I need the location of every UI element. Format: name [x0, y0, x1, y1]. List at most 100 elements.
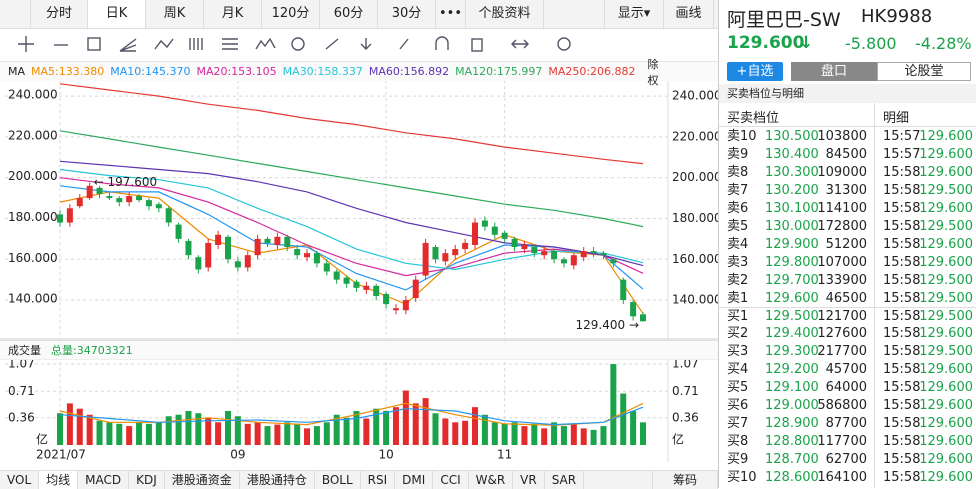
trade-time: 15:58 — [883, 272, 921, 288]
volume-bar — [274, 424, 281, 445]
candle-body — [145, 200, 152, 207]
wave-icon[interactable] — [154, 38, 174, 50]
candle-body — [392, 308, 399, 311]
indicator-tab[interactable]: CCI — [433, 471, 469, 489]
volume-bar — [560, 426, 567, 445]
level-volume: 84500 — [825, 146, 867, 162]
indicator-tab[interactable]: SAR — [545, 471, 585, 489]
period-tab[interactable]: 120分 — [262, 0, 320, 28]
volume-unit: 亿 — [36, 432, 48, 447]
x-tick-label: 11 — [497, 448, 512, 462]
trade-time: 15:58 — [883, 434, 921, 450]
candle-body — [185, 240, 192, 256]
indicator-tab[interactable]: 港股通资金 — [165, 471, 240, 489]
period-tab[interactable]: 月K — [204, 0, 262, 28]
magnet-icon[interactable] — [435, 36, 449, 50]
indicator-tab[interactable]: BOLL — [315, 471, 361, 489]
period-tab[interactable]: ••• — [436, 0, 466, 28]
legend-entry: MA60:156.892 — [368, 65, 450, 78]
ma-legend: MA MA5:133.380 MA10:145.370 MA20:153.105 MA… — [0, 58, 718, 87]
fan-icon[interactable] — [119, 38, 137, 52]
orderbook-tab[interactable]: 盘口 — [791, 62, 877, 81]
y-tick-label: 180.000 — [8, 210, 58, 224]
measure-icon[interactable] — [325, 38, 339, 50]
candle-body — [353, 281, 360, 288]
volume-total: 总量:34703321 — [51, 344, 133, 357]
candle-body — [442, 253, 449, 262]
candle-body — [155, 204, 162, 209]
volume-bar — [620, 393, 627, 445]
volume-bar — [165, 416, 172, 445]
stock-name: 阿里巴巴-SW — [727, 9, 841, 31]
indicator-tab[interactable]: 港股通持仓 — [240, 471, 315, 489]
y-tick-label: 160.000 — [672, 252, 718, 266]
trade-time: 15:58 — [883, 164, 921, 180]
volume-bar — [580, 428, 587, 445]
indicator-tab[interactable]: DMI — [395, 471, 434, 489]
watch-button[interactable]: +自选 — [727, 62, 783, 81]
order-row: 买1 129.500 121700 15:58 129.500 — [719, 308, 976, 326]
indicator-tab[interactable]: KDJ — [129, 471, 165, 489]
indicator-tab[interactable]: W&R — [469, 471, 514, 489]
indicator-tab[interactable]: RSI — [361, 471, 396, 489]
period-tab[interactable]: 画线 — [664, 0, 714, 28]
trade-time: 15:58 — [883, 416, 921, 432]
volume-bar — [205, 418, 212, 445]
trade-time: 15:57 — [883, 146, 921, 162]
level-price: 130.500 — [765, 129, 819, 144]
volume-bar — [343, 417, 350, 445]
order-row: 卖7 130.200 31300 15:58 129.500 — [719, 182, 976, 200]
pen-icon[interactable] — [399, 38, 409, 50]
trade-price: 129.600 — [919, 146, 973, 162]
period-tab[interactable]: 分时 — [30, 0, 88, 28]
volume-bar — [195, 413, 202, 445]
indicator-tabs[interactable]: VOL 均线 MACD KDJ 港股通资金 港股通持仓 BOLL RSI DMI CCI W&R VR… — [0, 470, 718, 489]
cycle-icon[interactable] — [291, 37, 305, 51]
indicator-tab[interactable]: VR — [513, 471, 545, 489]
period-tab[interactable]: 30分 — [378, 0, 436, 28]
fib-icon[interactable] — [222, 38, 238, 50]
volume-bar — [224, 410, 231, 445]
rect-icon[interactable] — [87, 37, 101, 51]
crosshair-icon[interactable] — [18, 36, 34, 52]
candle-body — [383, 293, 390, 305]
level: 卖10 — [727, 129, 757, 144]
gann-icon[interactable] — [189, 38, 203, 50]
level: 买8 — [727, 434, 749, 450]
trade-price: 129.600 — [919, 380, 973, 396]
settings-icon[interactable] — [557, 37, 571, 51]
y-tick-label: 140.000 — [8, 292, 58, 306]
trade-time: 15:58 — [883, 452, 921, 468]
period-tab[interactable]: 个股资料 — [466, 0, 544, 28]
candle-body — [234, 261, 241, 268]
period-tabs[interactable]: 分时 日K 周K 月K 120分 60分 30分 ••• 个股资料 显示▾ 画线 — [0, 0, 718, 29]
forum-tab[interactable]: 论股堂 — [877, 62, 971, 81]
legend-entry: MA120:175.997 — [455, 65, 543, 78]
level: 买3 — [727, 344, 749, 360]
level: 买10 — [727, 470, 757, 486]
indicator-tab[interactable]: MACD — [78, 471, 130, 489]
period-tab[interactable]: 周K — [146, 0, 204, 28]
level-price: 129.100 — [765, 380, 819, 396]
order-row: 买2 129.400 127600 15:58 129.600 — [719, 325, 976, 343]
period-tab[interactable]: 60分 — [320, 0, 378, 28]
order-row: 买6 129.000 586800 15:58 129.600 — [719, 397, 976, 415]
period-tab[interactable]: 显示▾ — [604, 0, 664, 28]
trash-icon[interactable] — [471, 38, 483, 52]
candle-body — [313, 253, 320, 264]
volume-bar — [472, 407, 479, 445]
period-tab[interactable]: 日K — [88, 0, 146, 28]
arrow-icon[interactable] — [360, 38, 372, 50]
volume-bar — [491, 422, 498, 445]
drawing-tools[interactable] — [0, 29, 718, 60]
pattern-icon[interactable] — [255, 37, 276, 50]
chips-tab[interactable]: 筹码 — [651, 471, 718, 489]
order-row: 卖9 130.400 84500 15:57 129.600 — [719, 146, 976, 164]
change: -5.800 — [845, 34, 897, 53]
adjust[interactable]: 除权 — [647, 57, 659, 87]
indicator-tab[interactable]: 均线 — [39, 471, 79, 489]
zoom-icon[interactable] — [511, 39, 529, 49]
indicator-tab[interactable]: VOL — [0, 471, 40, 489]
col-divider — [874, 103, 875, 488]
x-tick-label: 10 — [378, 448, 393, 462]
